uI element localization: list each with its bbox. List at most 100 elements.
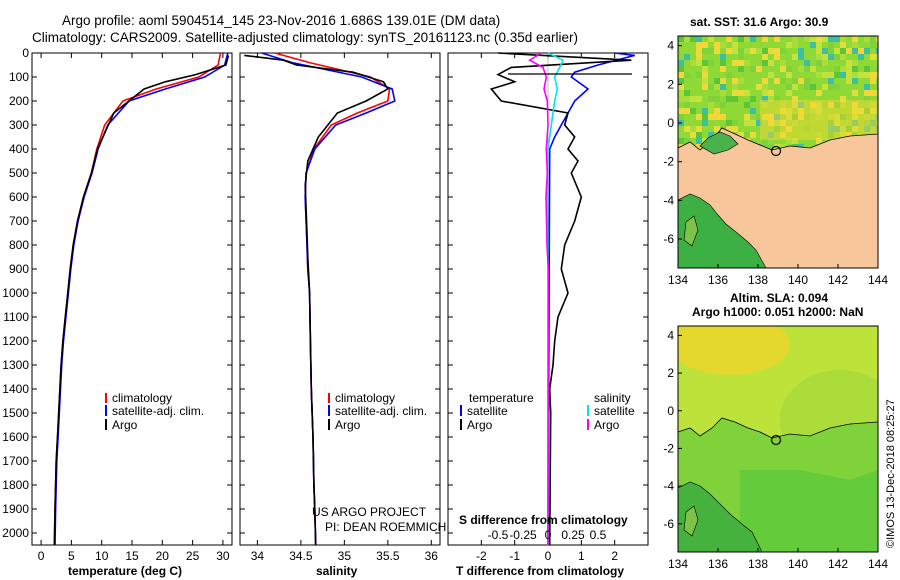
temperature-x-tick-label: 15 — [125, 549, 139, 563]
series-line-argo — [53, 55, 230, 546]
sst-map-tick-labels: 134 136 138 140 142 144 4 2 0 -2 -4 -6 — [663, 39, 888, 287]
sst-cell — [828, 42, 834, 48]
sst-cell — [720, 66, 726, 72]
sst-cell — [804, 60, 810, 66]
sst-cell — [684, 108, 690, 114]
difference-series — [489, 52, 635, 546]
salinity-series — [244, 52, 396, 546]
sst-cell — [708, 114, 714, 120]
temperature-x-tick-label: 5 — [68, 549, 75, 563]
temperature-x-tick-label: 30 — [216, 549, 230, 563]
s-difference-title: S difference from climatology — [459, 513, 628, 527]
sst-cell — [708, 84, 714, 90]
sst-cell — [696, 96, 702, 102]
depth-tick-label: 1900 — [2, 502, 29, 516]
sst-map-frame — [677, 35, 879, 269]
sst-cell — [858, 54, 864, 60]
lon-tick-label: 144 — [868, 557, 888, 571]
sst-cell — [732, 84, 738, 90]
lon-tick-label: 140 — [788, 557, 808, 571]
series-line-satellite-adj-clim- — [261, 52, 396, 546]
sst-cell — [762, 48, 768, 54]
sst-cell — [852, 60, 858, 66]
sst-cell — [678, 108, 684, 114]
sst-cell — [768, 84, 774, 90]
sst-cell — [846, 66, 852, 72]
sst-cell — [810, 96, 816, 102]
sst-cell — [696, 78, 702, 84]
sst-cell — [702, 108, 708, 114]
sst-cell — [852, 72, 858, 78]
series-line-salinity-argo — [528, 52, 550, 546]
lon-tick-label: 138 — [748, 557, 768, 571]
t-difference-xlabel: T difference from climatology — [456, 564, 624, 578]
sst-cell — [852, 54, 858, 60]
sst-cell — [750, 120, 756, 126]
sst-cell — [696, 138, 702, 144]
sst-cell — [870, 36, 876, 42]
sst-cell — [822, 84, 828, 90]
sst-cell — [828, 84, 834, 90]
sst-cell — [696, 114, 702, 120]
series-line-satellite-adj-clim- — [54, 52, 229, 546]
legend-label-climatology: climatology — [112, 391, 172, 405]
sst-cell — [828, 36, 834, 42]
sst-cell — [876, 48, 878, 54]
sst-cell — [852, 78, 858, 84]
sst-cell — [762, 60, 768, 66]
lat-tick-label: 4 — [667, 39, 674, 53]
legend-label-s-satellite: satellite — [594, 404, 635, 418]
sst-cell — [744, 120, 750, 126]
sst-cell — [762, 78, 768, 84]
depth-tick-label: 400 — [9, 142, 29, 156]
sst-cell — [726, 96, 732, 102]
sla-high-region — [678, 326, 790, 375]
sst-cell — [726, 48, 732, 54]
lon-tick-label: 142 — [828, 557, 848, 571]
sst-cell — [678, 72, 684, 78]
sst-cell — [738, 66, 744, 72]
sst-cell — [684, 126, 690, 132]
sst-cell — [786, 84, 792, 90]
sst-cell — [696, 72, 702, 78]
t-diff-x-tick-label: 0 — [545, 549, 552, 563]
salinity-x-tick-label: 35.5 — [376, 549, 400, 563]
depth-tick-label: 2000 — [2, 526, 29, 540]
sst-cell — [822, 48, 828, 54]
australia-land — [678, 481, 763, 552]
sst-cell — [744, 102, 750, 108]
legend-label-t-satellite: satellite — [467, 404, 508, 418]
sst-cell — [858, 72, 864, 78]
sst-cell — [702, 78, 708, 84]
depth-tick-label: 800 — [9, 238, 29, 252]
sst-cell — [822, 36, 828, 42]
sst-cell — [708, 132, 714, 138]
sst-cell — [708, 36, 714, 42]
sst-cell — [684, 66, 690, 72]
sst-cell — [870, 42, 876, 48]
sst-cell — [690, 60, 696, 66]
legend-heading-temperature: temperature — [469, 391, 534, 405]
sst-cell — [744, 90, 750, 96]
sst-cell — [678, 114, 684, 120]
sst-cell — [738, 60, 744, 66]
sst-cell — [744, 114, 750, 120]
salinity-x-tick-label: 36 — [425, 549, 439, 563]
sst-cell — [714, 78, 720, 84]
sst-cell — [774, 36, 780, 42]
sst-cell — [762, 54, 768, 60]
credit-pi: PI: DEAN ROEMMICH — [325, 520, 446, 534]
lat-tick-label: 2 — [667, 366, 674, 380]
sst-cell — [756, 66, 762, 72]
sst-cell — [834, 84, 840, 90]
sst-cell — [756, 120, 762, 126]
sst-cell — [678, 132, 684, 138]
lat-tick-label: -4 — [663, 479, 674, 493]
sst-cell — [720, 90, 726, 96]
lon-tick-label: 134 — [668, 273, 688, 287]
depth-tick-label: 1500 — [2, 406, 29, 420]
sst-cell — [690, 108, 696, 114]
sst-cell — [708, 108, 714, 114]
sst-cell — [822, 54, 828, 60]
t-diff-x-tick-label: -1 — [509, 549, 520, 563]
